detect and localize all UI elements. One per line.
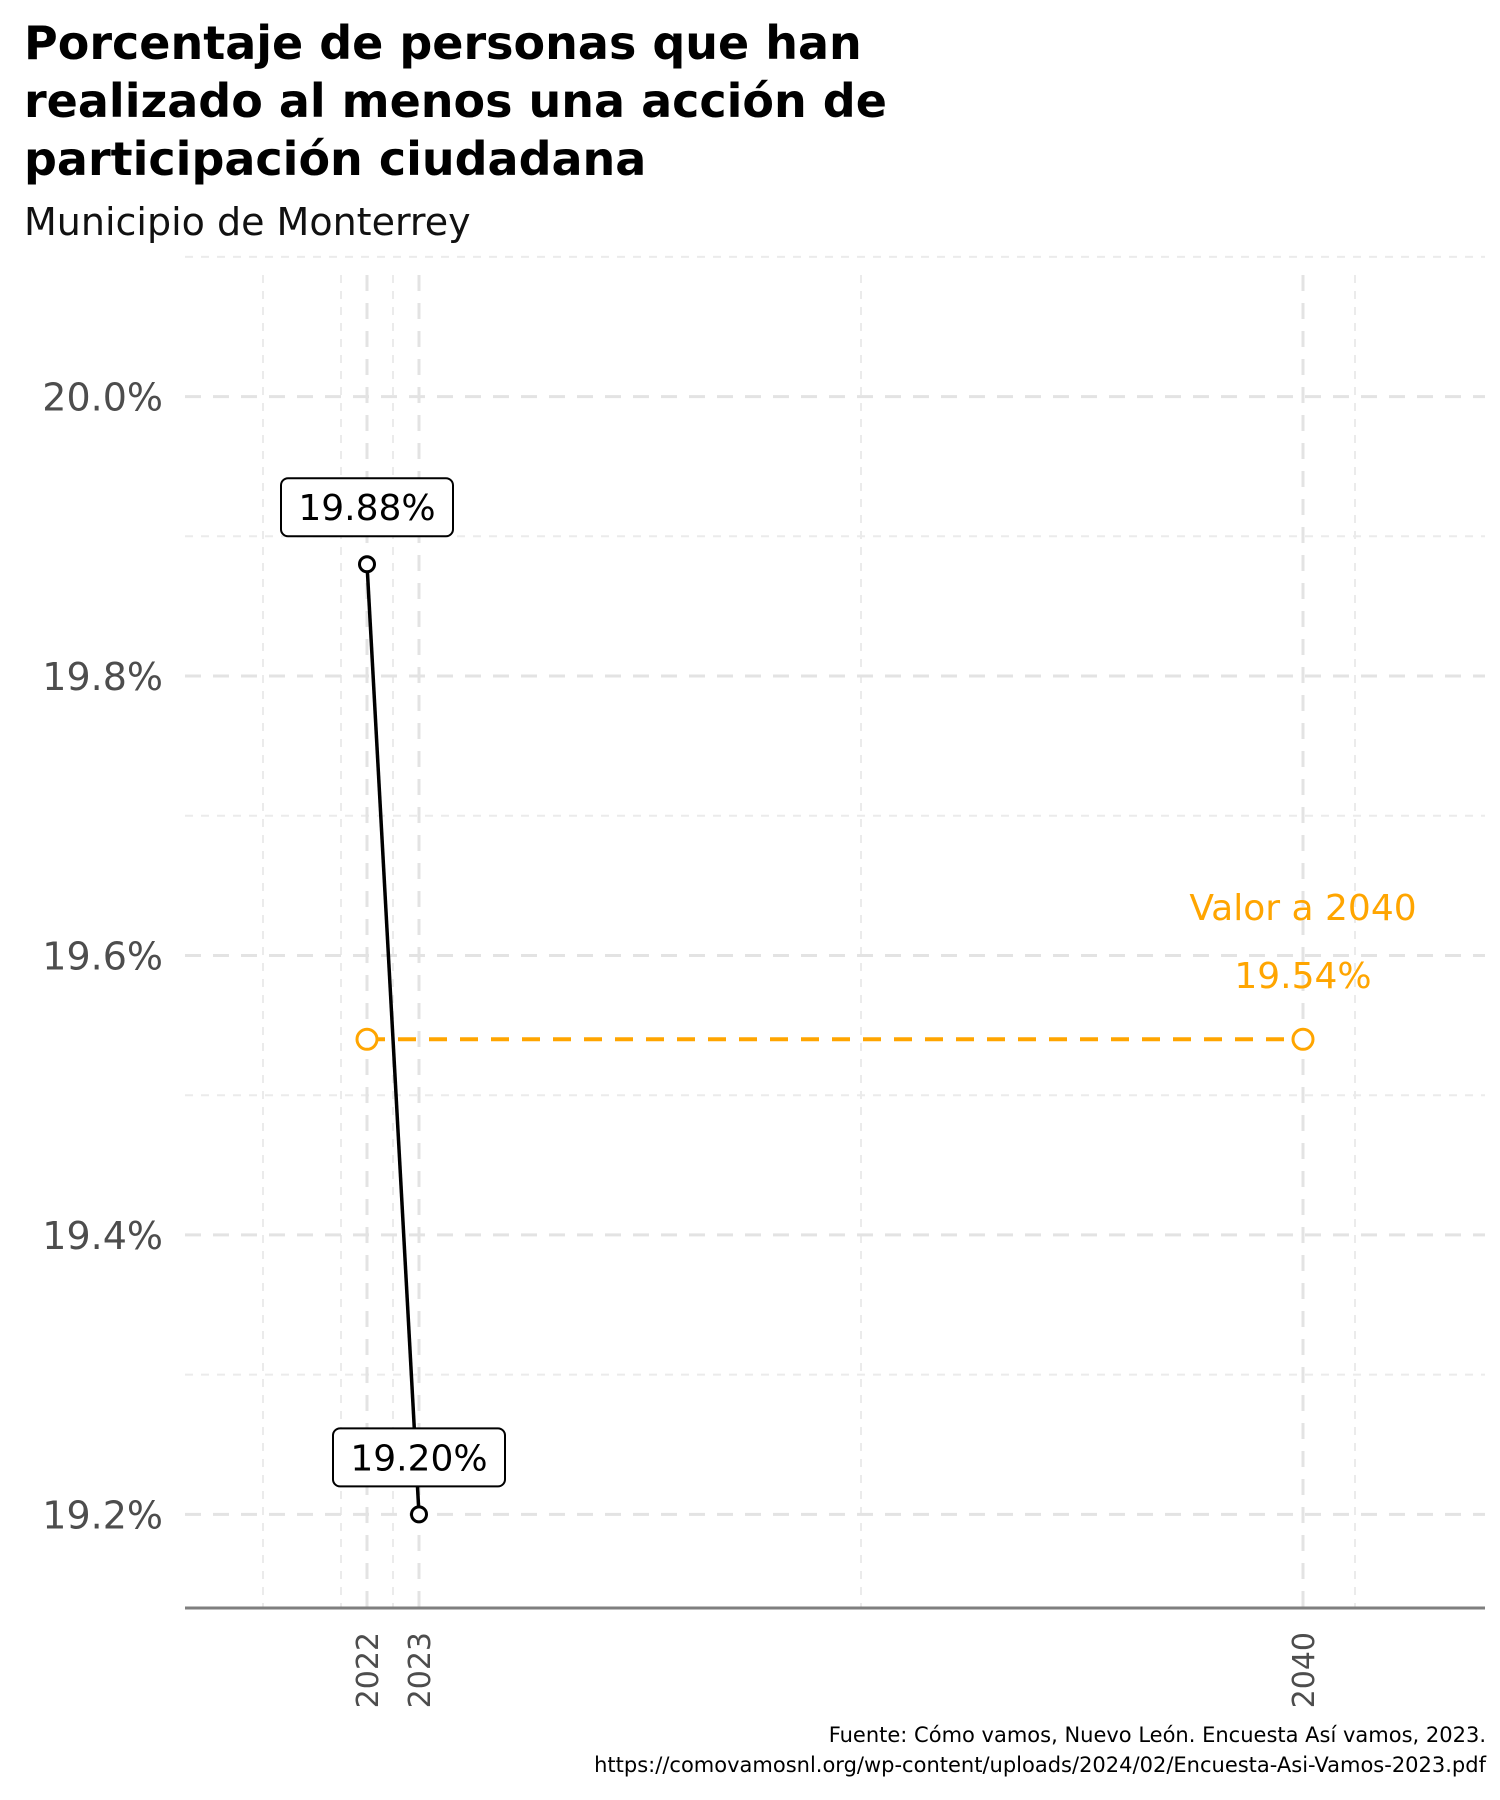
data-label-box [280, 477, 454, 538]
y-tick-label: 19.6% [42, 934, 163, 978]
target-value-label: 19.54% [1234, 956, 1371, 997]
data-point [358, 555, 376, 574]
data-label-text: 19.88% [298, 488, 435, 529]
chart-title: Porcentaje de personas que han realizado… [24, 16, 887, 186]
source-caption: Fuente: Cómo vamos, Nuevo León. Encuesta… [594, 1720, 1486, 1780]
x-tick-label: 2040 [1287, 1632, 1322, 1708]
data-label-box [332, 1427, 506, 1488]
target-point [1291, 1027, 1315, 1051]
target-point [355, 1027, 379, 1051]
y-tick-label: 20.0% [42, 376, 163, 420]
x-tick-label: 2022 [351, 1632, 386, 1708]
target-label: Valor a 2040 [1189, 888, 1416, 929]
series-line [365, 564, 421, 1515]
source-caption-line2: https://comovamosnl.org/wp-content/uploa… [594, 1753, 1486, 1777]
data-label: 19.88% [280, 477, 454, 538]
y-tick-label: 19.4% [42, 1214, 163, 1258]
data-label: 19.20% [332, 1427, 506, 1488]
y-tick-label: 19.2% [42, 1493, 163, 1537]
data-label-text: 19.20% [350, 1438, 487, 1479]
data-point [410, 1505, 428, 1524]
source-caption-line1: Fuente: Cómo vamos, Nuevo León. Encuesta… [828, 1723, 1486, 1747]
chart-subtitle: Municipio de Monterrey [24, 200, 471, 244]
x-tick-label: 2023 [403, 1632, 438, 1708]
y-tick-label: 19.8% [42, 655, 163, 699]
